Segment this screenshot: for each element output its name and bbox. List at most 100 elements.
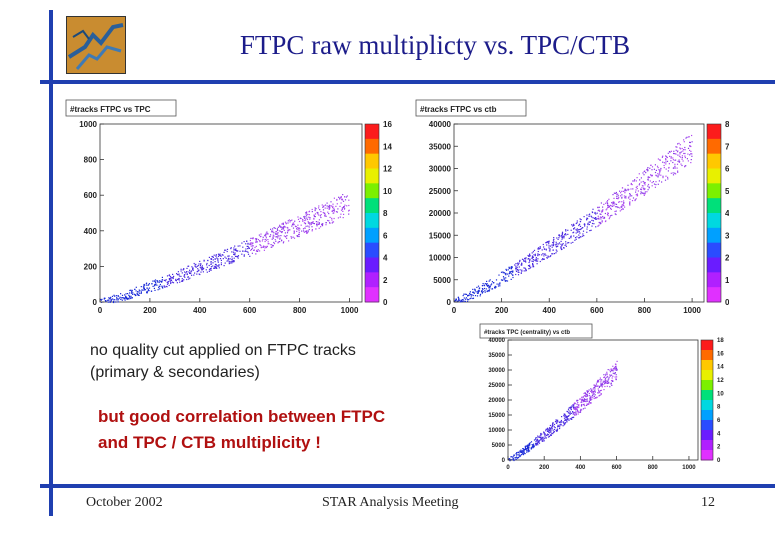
data-point [317, 213, 319, 215]
data-point [584, 405, 586, 407]
data-point [545, 249, 547, 251]
data-point [519, 451, 521, 453]
data-point [507, 269, 509, 271]
data-point [588, 223, 590, 226]
data-point [344, 207, 346, 209]
data-point [543, 246, 545, 248]
data-point [634, 179, 636, 181]
data-point [661, 181, 663, 183]
colorbar-tick-label: 7 [725, 142, 729, 151]
data-point [614, 192, 616, 194]
data-point [314, 213, 317, 215]
data-point [297, 235, 299, 238]
data-point [595, 226, 597, 228]
data-point [161, 279, 163, 281]
data-point [289, 221, 291, 223]
data-point [657, 173, 659, 175]
data-point [561, 245, 563, 247]
data-point [604, 380, 606, 383]
data-point [574, 402, 576, 404]
data-point [281, 240, 283, 242]
data-point [569, 411, 571, 413]
data-point [519, 260, 521, 262]
data-point [511, 273, 513, 275]
data-point [640, 191, 642, 193]
data-point [318, 227, 320, 229]
data-point [332, 205, 334, 207]
data-point [119, 296, 121, 298]
data-point [532, 266, 534, 268]
data-point [121, 294, 124, 296]
data-point [653, 168, 655, 170]
data-point [184, 274, 186, 276]
data-point [537, 248, 539, 250]
data-point [600, 380, 602, 382]
data-point [218, 265, 220, 267]
data-point [283, 225, 285, 227]
data-point [584, 400, 586, 402]
data-point [527, 445, 529, 447]
y-tick-label: 1000 [79, 120, 97, 129]
data-point [566, 421, 568, 423]
data-point [663, 164, 665, 167]
data-point [248, 247, 250, 249]
data-point [312, 221, 314, 224]
data-point [615, 206, 617, 208]
data-point [635, 198, 637, 200]
data-point [616, 360, 618, 362]
data-point [590, 398, 592, 400]
data-point [584, 225, 586, 227]
data-point [600, 218, 602, 220]
data-point [623, 202, 625, 204]
data-point [513, 459, 515, 462]
data-point [593, 393, 595, 395]
data-point [679, 153, 681, 155]
data-point [318, 222, 320, 224]
data-point [562, 425, 564, 427]
data-point [587, 395, 589, 397]
data-point [306, 217, 308, 219]
data-point [549, 245, 551, 247]
data-point [528, 444, 531, 446]
data-point [508, 273, 510, 275]
data-point [260, 245, 262, 247]
data-point [328, 220, 330, 222]
data-point [623, 200, 625, 202]
data-point [543, 437, 545, 439]
data-point [598, 386, 600, 388]
data-point [107, 299, 109, 302]
data-point [636, 177, 638, 179]
data-point [599, 392, 601, 394]
data-point [262, 238, 264, 240]
data-point [283, 235, 285, 237]
data-point [154, 281, 156, 283]
data-point [210, 269, 212, 271]
data-point [624, 197, 626, 199]
data-point [539, 435, 541, 437]
y-tick-label: 40000 [429, 120, 452, 129]
data-point [220, 262, 222, 264]
data-point [277, 232, 279, 234]
data-point [184, 271, 186, 273]
data-point [613, 192, 615, 194]
data-point [604, 220, 607, 223]
data-point [577, 401, 579, 404]
data-point [227, 257, 230, 259]
data-point [572, 404, 574, 406]
data-point [646, 168, 648, 170]
data-point [611, 214, 613, 216]
data-point [517, 269, 519, 272]
data-point [515, 269, 517, 271]
data-point [592, 390, 594, 392]
data-point [123, 298, 125, 300]
data-point [617, 198, 619, 200]
data-point [531, 255, 533, 257]
data-point [655, 169, 657, 171]
data-point [561, 236, 564, 238]
data-point [501, 279, 503, 281]
data-point [648, 187, 650, 189]
data-point [649, 167, 651, 169]
data-point [524, 267, 526, 269]
data-point [558, 242, 561, 244]
data-point [615, 368, 617, 370]
